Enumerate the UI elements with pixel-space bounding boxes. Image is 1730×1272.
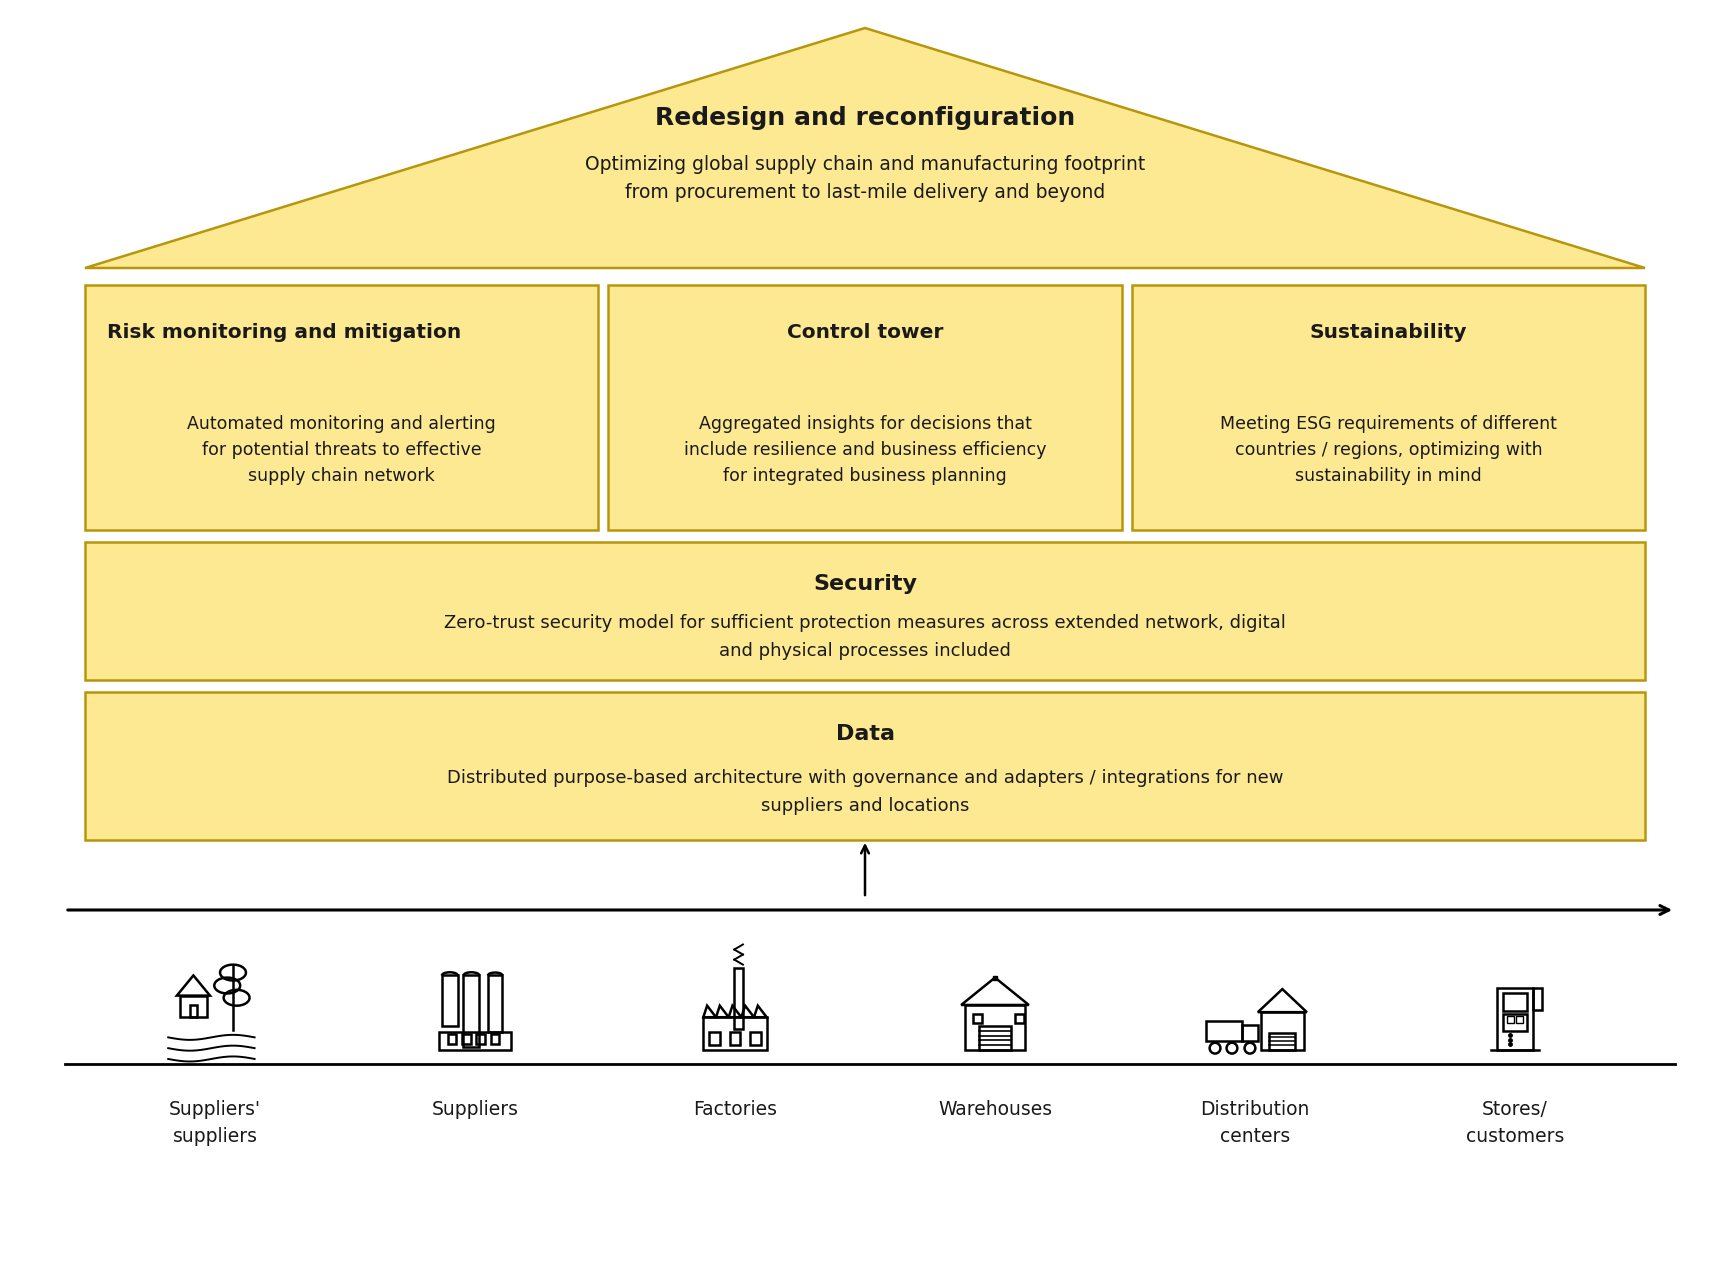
Text: Control tower: Control tower xyxy=(787,323,943,342)
Text: Redesign and reconfiguration: Redesign and reconfiguration xyxy=(656,106,1074,130)
Text: Warehouses: Warehouses xyxy=(938,1100,1052,1119)
Bar xyxy=(464,976,479,1047)
Bar xyxy=(1507,1016,1514,1023)
Bar xyxy=(979,1027,1012,1049)
Text: Factories: Factories xyxy=(694,1100,777,1119)
Bar xyxy=(609,285,1121,530)
Text: Stores/
customers: Stores/ customers xyxy=(1465,1100,1564,1146)
Bar xyxy=(704,1018,766,1049)
Bar xyxy=(491,1034,500,1044)
Text: Risk monitoring and mitigation: Risk monitoring and mitigation xyxy=(107,323,462,342)
Text: Meeting ESG requirements of different
countries / regions, optimizing with
susta: Meeting ESG requirements of different co… xyxy=(1220,415,1557,486)
Text: Sustainability: Sustainability xyxy=(1310,323,1467,342)
Text: Automated monitoring and alerting
for potential threats to effective
supply chai: Automated monitoring and alerting for po… xyxy=(187,415,497,486)
Bar xyxy=(85,692,1645,840)
Bar xyxy=(190,1005,197,1018)
Bar xyxy=(439,1032,510,1049)
Text: Suppliers: Suppliers xyxy=(431,1100,519,1119)
Bar xyxy=(1206,1021,1242,1040)
Bar xyxy=(1503,1014,1526,1032)
Bar xyxy=(180,996,208,1018)
Bar xyxy=(85,285,599,530)
Bar xyxy=(1503,992,1526,1011)
Bar xyxy=(1016,1014,1024,1023)
Bar xyxy=(462,1034,471,1044)
Bar xyxy=(1496,988,1533,1049)
Bar xyxy=(1270,1033,1296,1049)
Polygon shape xyxy=(85,28,1645,268)
Bar xyxy=(448,1034,457,1044)
Bar xyxy=(730,1032,740,1044)
Text: Aggregated insights for decisions that
include resilience and business efficienc: Aggregated insights for decisions that i… xyxy=(683,415,1047,486)
Text: Data: Data xyxy=(836,724,894,744)
Bar xyxy=(441,976,458,1025)
Text: Distributed purpose-based architecture with governance and adapters / integratio: Distributed purpose-based architecture w… xyxy=(446,770,1284,814)
Bar xyxy=(1261,1013,1304,1049)
Text: Suppliers'
suppliers: Suppliers' suppliers xyxy=(170,1100,261,1146)
Text: Optimizing global supply chain and manufacturing footprint
from procurement to l: Optimizing global supply chain and manuf… xyxy=(585,154,1145,201)
Bar xyxy=(1533,988,1541,1010)
Bar xyxy=(1515,1016,1524,1023)
Text: Security: Security xyxy=(813,574,917,594)
Bar xyxy=(488,976,502,1032)
Bar xyxy=(965,1005,1024,1049)
Bar xyxy=(709,1032,720,1044)
Bar xyxy=(972,1014,983,1023)
Bar xyxy=(749,1032,761,1044)
Bar xyxy=(85,542,1645,681)
Bar xyxy=(734,968,742,1029)
Text: Distribution
centers: Distribution centers xyxy=(1201,1100,1310,1146)
Bar xyxy=(1242,1025,1258,1040)
Text: Zero-trust security model for sufficient protection measures across extended net: Zero-trust security model for sufficient… xyxy=(445,614,1285,660)
Bar xyxy=(1131,285,1645,530)
Bar xyxy=(476,1034,484,1044)
Bar xyxy=(993,976,996,981)
